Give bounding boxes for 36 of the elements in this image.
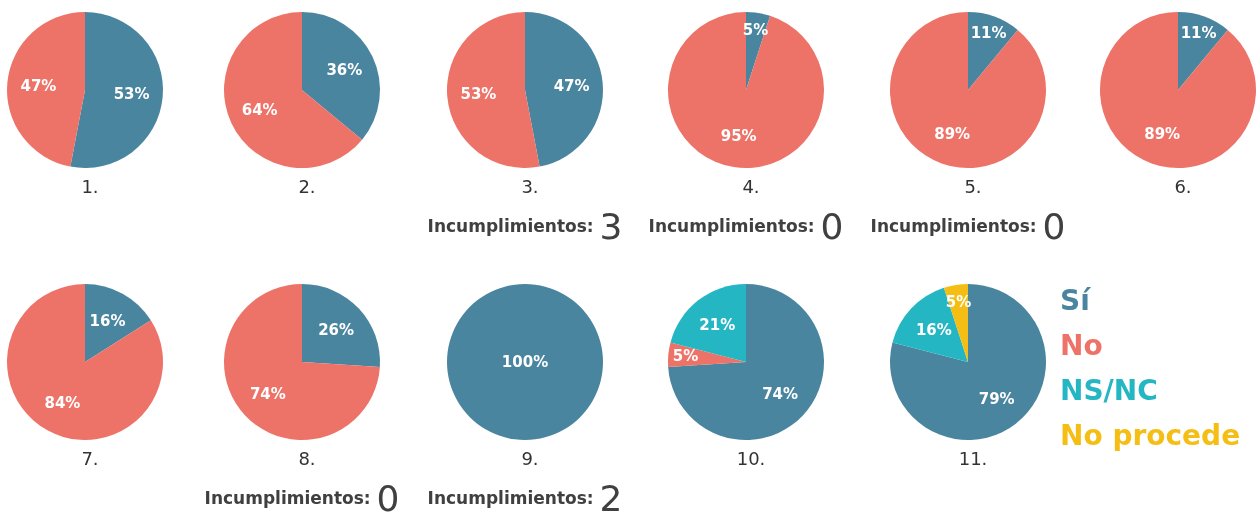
data-label: 26% — [318, 320, 355, 339]
text: 7. — [81, 447, 99, 469]
category-label: No — [1060, 328, 1103, 362]
data-label: 53% — [460, 85, 497, 104]
data-label: 89% — [1144, 125, 1181, 144]
text: 10. — [736, 447, 766, 469]
text: 4. — [742, 175, 760, 197]
data-label: 47% — [553, 76, 590, 95]
data-label: 74% — [249, 385, 286, 404]
data-label: 74% — [762, 385, 799, 404]
data-label: 47% — [20, 76, 57, 95]
data-label: 16% — [915, 320, 952, 339]
data-label: 11% — [970, 23, 1007, 42]
data-label: 79% — [978, 389, 1015, 408]
data-label: 95% — [720, 127, 757, 146]
category-label: No procede — [1060, 418, 1241, 452]
data-label: 36% — [326, 61, 363, 80]
text: 8. — [298, 447, 316, 469]
text: 11. — [958, 447, 988, 469]
data-label: 53% — [113, 85, 150, 104]
data-label: 64% — [241, 100, 278, 119]
text: 2. — [298, 175, 316, 197]
data-label: 5% — [672, 347, 699, 366]
category-label: Sí — [1060, 283, 1092, 317]
text: 5. — [964, 175, 982, 197]
data-label: 16% — [89, 311, 126, 330]
category-label: NS/NC — [1060, 373, 1158, 407]
text: 1. — [81, 175, 99, 197]
text: 3. — [521, 175, 539, 197]
data-label: 21% — [699, 316, 736, 335]
text: 9. — [521, 447, 539, 469]
data-label: 84% — [44, 394, 81, 413]
text: 6. — [1174, 175, 1192, 197]
data-label: 89% — [934, 125, 971, 144]
data-label: 100% — [501, 353, 549, 371]
data-label: 11% — [1180, 23, 1217, 42]
